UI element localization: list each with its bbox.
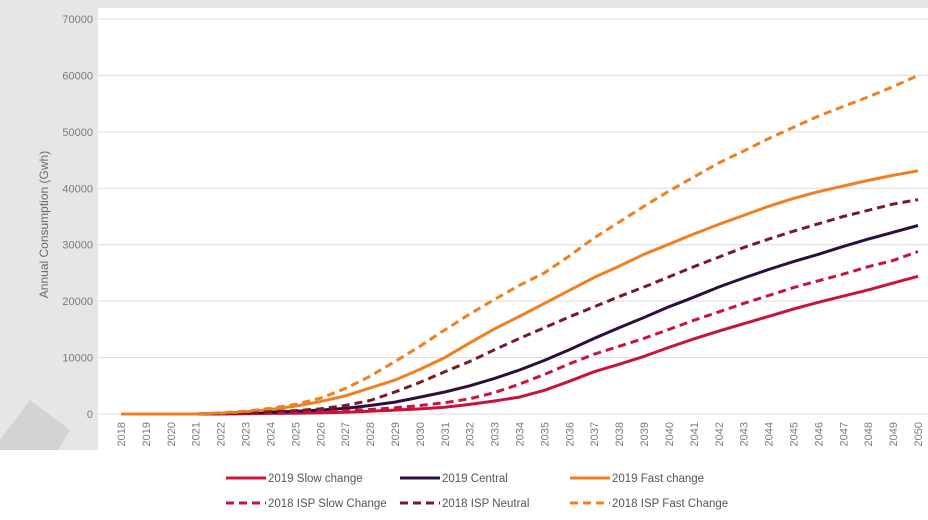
x-tick-label: 2031 bbox=[440, 422, 452, 446]
x-tick-label: 2024 bbox=[265, 422, 277, 446]
y-tick-label: 0 bbox=[87, 409, 93, 421]
y-tick-label: 70000 bbox=[62, 14, 93, 26]
x-tick-label: 2029 bbox=[390, 422, 402, 446]
legend-label: 2018 ISP Slow Change bbox=[268, 498, 387, 510]
series-line-4 bbox=[121, 250, 919, 416]
x-tick-label: 2032 bbox=[465, 422, 477, 446]
series-line-6 bbox=[121, 74, 919, 416]
x-tick-label: 2023 bbox=[241, 422, 253, 446]
series-line-5 bbox=[121, 198, 919, 416]
gridlines bbox=[98, 18, 928, 415]
y-tick-label: 10000 bbox=[62, 353, 93, 365]
x-tick-label: 2034 bbox=[515, 422, 527, 446]
y-tick-label: 60000 bbox=[62, 70, 93, 82]
x-tick-label: 2026 bbox=[315, 422, 327, 446]
y-tick-label: 20000 bbox=[62, 296, 93, 308]
legend-label: 2019 Slow change bbox=[268, 473, 363, 485]
series-lines bbox=[121, 74, 919, 416]
x-tick-label: 2050 bbox=[913, 422, 925, 446]
x-tick-label: 2018 bbox=[116, 422, 128, 446]
x-tick-label: 2049 bbox=[888, 422, 900, 446]
series-line-3 bbox=[121, 169, 919, 416]
y-tick-label: 50000 bbox=[62, 127, 93, 139]
x-tick-label: 2046 bbox=[813, 422, 825, 446]
legend-label: 2018 ISP Fast Change bbox=[612, 498, 728, 510]
x-tick-label: 2022 bbox=[216, 422, 228, 446]
series-line-2 bbox=[121, 224, 919, 416]
x-tick-label: 2025 bbox=[290, 422, 302, 446]
y-tick-label: 30000 bbox=[62, 240, 93, 252]
x-tick-label: 2037 bbox=[589, 422, 601, 446]
y-tick-label: 40000 bbox=[62, 183, 93, 195]
x-tick-label: 2040 bbox=[664, 422, 676, 446]
x-tick-label: 2041 bbox=[689, 422, 701, 446]
x-tick-label: 2047 bbox=[838, 422, 850, 446]
legend-label: 2018 ISP Neutral bbox=[442, 498, 529, 510]
legend: 2019 Slow change 2019 Central 2019 Fast ch… bbox=[226, 473, 728, 510]
x-tick-label: 2021 bbox=[191, 422, 203, 446]
x-tick-label: 2020 bbox=[166, 422, 178, 446]
y-axis-ticks: 0 10000 20000 30000 40000 50000 60000 70000 bbox=[62, 14, 93, 421]
x-axis-ticks: 2018 2019 2020 2021 2022 2023 2024 2025 2026 2027… bbox=[116, 422, 925, 446]
y-axis-label: Annual Consumption (Gwh) bbox=[37, 151, 51, 298]
x-tick-label: 2028 bbox=[365, 422, 377, 446]
series-line-1 bbox=[121, 274, 919, 416]
x-tick-label: 2033 bbox=[490, 422, 502, 446]
x-tick-label: 2048 bbox=[863, 422, 875, 446]
legend-label: 2019 Central bbox=[442, 473, 508, 485]
x-tick-label: 2019 bbox=[141, 422, 153, 446]
x-tick-label: 2045 bbox=[788, 422, 800, 446]
x-tick-label: 2027 bbox=[340, 422, 352, 446]
x-tick-label: 2030 bbox=[415, 422, 427, 446]
x-tick-label: 2039 bbox=[639, 422, 651, 446]
x-tick-label: 2036 bbox=[564, 422, 576, 446]
x-tick-label: 2035 bbox=[539, 422, 551, 446]
x-tick-label: 2044 bbox=[764, 422, 776, 446]
x-tick-label: 2043 bbox=[739, 422, 751, 446]
x-tick-label: 2042 bbox=[714, 422, 726, 446]
legend-label: 2019 Fast change bbox=[612, 473, 704, 485]
x-tick-label: 2038 bbox=[614, 422, 626, 446]
